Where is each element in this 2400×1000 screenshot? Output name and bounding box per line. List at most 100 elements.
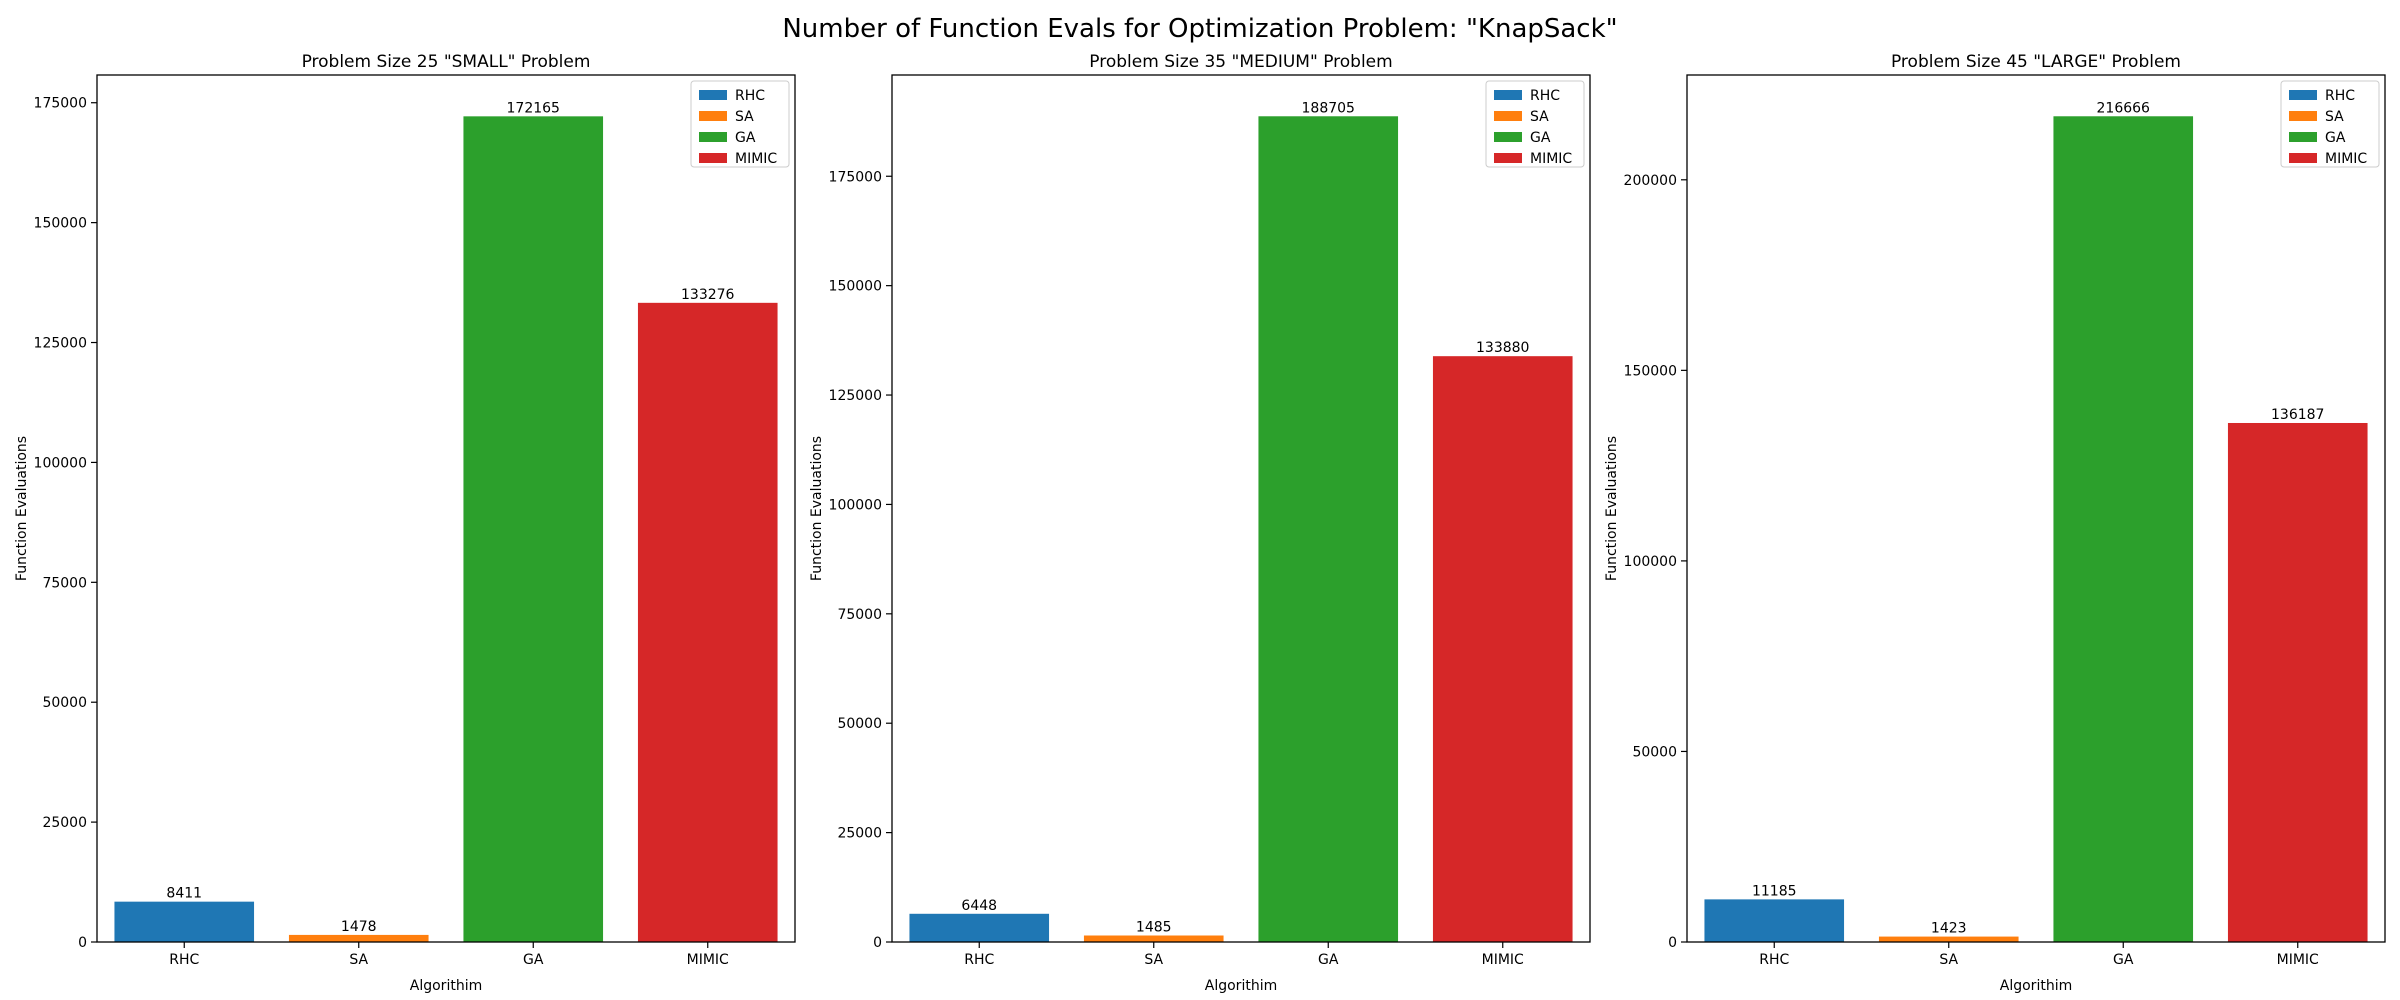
chart-title: Problem Size 25 "SMALL" Problem	[302, 52, 591, 72]
y-tick-label: 50000	[837, 716, 882, 732]
x-axis-label: Algorithim	[2000, 978, 2072, 994]
y-axis-label: Function Evaluations	[809, 436, 825, 581]
x-tick-label-rhc: RHC	[964, 952, 994, 968]
y-tick-label: 25000	[837, 826, 882, 842]
legend-label-mimic: MIMIC	[1530, 151, 1572, 167]
legend-box	[690, 80, 790, 168]
y-tick-label: 125000	[34, 336, 87, 352]
x-tick-label-ga: GA	[2113, 952, 2134, 968]
x-axis-label: Algorithim	[410, 978, 482, 994]
bar-mimic	[2227, 422, 2368, 942]
legend-swatch-ga	[699, 132, 727, 142]
x-tick-label-ga: GA	[523, 952, 544, 968]
legend: RHC SA GA MIMIC	[1485, 80, 1585, 168]
chart-panel-2: 6448 RHC 1485 SA 188705 GA 133880 MIMIC 0 25000 50…	[809, 52, 1591, 994]
legend-swatch-rhc	[1494, 90, 1522, 100]
bar-ga	[1258, 116, 1399, 942]
y-tick-label: 100000	[1624, 554, 1677, 570]
legend-swatch-rhc	[2289, 90, 2317, 100]
x-tick-label-rhc: RHC	[1759, 952, 1789, 968]
plot-frame	[891, 74, 1591, 943]
x-tick-label-sa: SA	[1144, 952, 1163, 968]
bar-mimic	[637, 302, 778, 943]
bar-ga	[463, 116, 604, 942]
legend-label-mimic: MIMIC	[2325, 151, 2367, 167]
legend-box	[1485, 80, 1585, 168]
data-label-ga: 172165	[507, 100, 560, 116]
plot-frame	[1686, 74, 2386, 943]
y-tick-label: 75000	[42, 575, 87, 591]
legend-swatch-sa	[2289, 111, 2317, 121]
legend-label-ga: GA	[1530, 130, 1551, 146]
x-tick-label-ga: GA	[1318, 952, 1339, 968]
bar-rhc	[909, 913, 1050, 942]
data-label-rhc: 8411	[166, 886, 202, 902]
chart-title: Problem Size 45 "LARGE" Problem	[1891, 52, 2181, 72]
legend-label-rhc: RHC	[1530, 88, 1560, 104]
bar-rhc	[1704, 899, 1845, 942]
legend: RHC SA GA MIMIC	[690, 80, 790, 168]
data-label-sa: 1478	[341, 919, 377, 935]
x-tick-label-mimic: MIMIC	[2277, 952, 2319, 968]
y-tick-label: 175000	[34, 96, 87, 112]
x-axis-label: Algorithim	[1205, 978, 1277, 994]
x-tick-label-mimic: MIMIC	[1482, 952, 1524, 968]
data-label-mimic: 133276	[681, 287, 735, 303]
legend: RHC SA GA MIMIC	[2280, 80, 2380, 168]
data-label-ga: 216666	[2097, 100, 2151, 116]
legend-label-rhc: RHC	[2325, 88, 2355, 104]
chart-panel-3: 11185 RHC 1423 SA 216666 GA 136187 MIMIC 0 50000 1…	[1604, 52, 2386, 994]
legend-label-ga: GA	[735, 130, 756, 146]
legend-label-sa: SA	[2325, 109, 2344, 125]
x-tick-label-sa: SA	[1939, 952, 1958, 968]
legend-swatch-mimic	[2289, 153, 2317, 163]
legend-label-rhc: RHC	[735, 88, 765, 104]
chart-panel-1: 8411 RHC 1478 SA 172165 GA 133276 MIMIC 0 25000 50…	[14, 52, 796, 994]
y-tick-label: 200000	[1624, 173, 1677, 189]
legend-swatch-sa	[699, 111, 727, 121]
plot-frame	[96, 74, 796, 943]
legend-label-sa: SA	[1530, 109, 1549, 125]
data-label-sa: 1423	[1931, 921, 1967, 937]
y-tick-label: 175000	[829, 169, 882, 185]
legend-swatch-sa	[1494, 111, 1522, 121]
data-label-sa: 1485	[1136, 920, 1172, 936]
x-tick-label-rhc: RHC	[169, 952, 199, 968]
legend-label-sa: SA	[735, 109, 754, 125]
data-label-mimic: 133880	[1476, 340, 1529, 356]
y-axis-label: Function Evaluations	[1604, 436, 1620, 581]
bar-rhc	[114, 901, 255, 942]
y-tick-label: 100000	[34, 455, 87, 471]
bar-ga	[2053, 116, 2194, 942]
data-label-rhc: 11185	[1752, 883, 1797, 899]
y-tick-label: 125000	[829, 388, 882, 404]
y-tick-label: 0	[1668, 935, 1677, 951]
x-tick-label-sa: SA	[349, 952, 368, 968]
y-tick-label: 50000	[42, 695, 87, 711]
y-tick-label: 0	[78, 935, 87, 951]
bar-sa	[288, 934, 429, 942]
y-tick-label: 0	[873, 935, 882, 951]
y-tick-label: 50000	[1632, 744, 1677, 760]
legend-swatch-mimic	[1494, 153, 1522, 163]
legend-box	[2280, 80, 2380, 168]
bar-sa	[1083, 935, 1224, 942]
legend-label-mimic: MIMIC	[735, 151, 777, 167]
legend-swatch-ga	[1494, 132, 1522, 142]
figure-title: Number of Function Evals for Optimizatio…	[782, 14, 1618, 44]
data-label-rhc: 6448	[961, 898, 997, 914]
legend-swatch-mimic	[699, 153, 727, 163]
bar-sa	[1878, 936, 2019, 942]
bar-mimic	[1432, 356, 1573, 942]
legend-swatch-rhc	[699, 90, 727, 100]
y-tick-label: 75000	[837, 607, 882, 623]
y-tick-label: 150000	[829, 279, 882, 295]
legend-swatch-ga	[2289, 132, 2317, 142]
data-label-mimic: 136187	[2271, 407, 2324, 423]
legend-label-ga: GA	[2325, 130, 2346, 146]
y-tick-label: 150000	[1624, 363, 1677, 379]
x-tick-label-mimic: MIMIC	[687, 952, 729, 968]
y-tick-label: 150000	[34, 216, 87, 232]
y-axis-label: Function Evaluations	[14, 436, 30, 581]
